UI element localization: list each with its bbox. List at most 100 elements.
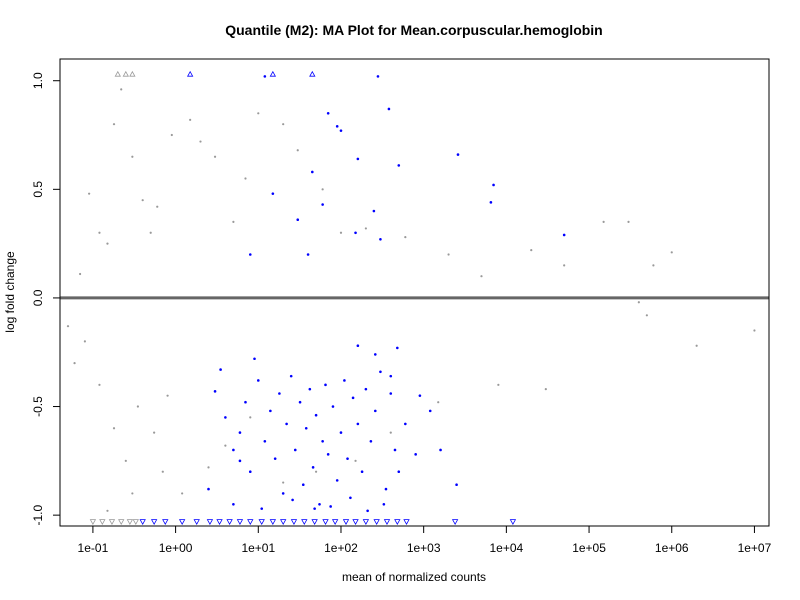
x-tick-label-7: 1e+06 xyxy=(655,541,689,555)
significant-point-41 xyxy=(314,413,318,417)
non-significant-point-27 xyxy=(321,188,324,191)
non-significant-point-22 xyxy=(232,220,235,224)
significant-point-68 xyxy=(389,374,393,378)
outlier-down-grey-point-5 xyxy=(132,519,139,525)
outlier-down-point-17 xyxy=(331,519,339,525)
significant-point-73 xyxy=(232,502,235,506)
outlier-down-point-7 xyxy=(226,519,233,525)
significant-point-3 xyxy=(387,107,391,111)
non-significant-point-0 xyxy=(66,325,70,328)
outlier-down-point-20 xyxy=(362,519,370,525)
significant-point-47 xyxy=(335,479,339,482)
significant-point-65 xyxy=(428,409,432,413)
outlier-up-grey-point-1 xyxy=(122,70,129,77)
significant-point-78 xyxy=(349,496,352,500)
non-significant-point-47 xyxy=(354,459,357,462)
y-tick-label-0: -1.0 xyxy=(31,504,45,525)
non-significant-point-32 xyxy=(480,275,483,278)
significant-point-16 xyxy=(379,237,382,241)
x-tick-label-1: 1e+00 xyxy=(159,541,193,555)
non-significant-point-51 xyxy=(224,444,227,447)
non-significant-point-52 xyxy=(207,466,210,469)
significant-point-14 xyxy=(271,192,275,195)
significant-point-79 xyxy=(366,509,369,513)
non-significant-point-31 xyxy=(447,253,450,256)
significant-point-0 xyxy=(263,75,267,78)
non-significant-point-24 xyxy=(257,112,260,115)
outlier-down-grey-point-3 xyxy=(118,519,125,525)
non-significant-point-34 xyxy=(563,264,566,267)
significant-point-76 xyxy=(313,507,316,510)
significant-point-29 xyxy=(269,409,272,413)
x-tick-label-3: 1e+02 xyxy=(324,541,358,555)
outlier-down-point-11 xyxy=(269,519,277,525)
significant-point-25 xyxy=(244,400,247,404)
significant-point-10 xyxy=(356,157,360,161)
significant-point-45 xyxy=(326,453,330,456)
significant-point-52 xyxy=(356,422,360,426)
x-tick-label-2: 1e+01 xyxy=(241,541,275,555)
non-significant-point-14 xyxy=(141,199,144,202)
non-significant-point-13 xyxy=(136,405,139,408)
non-significant-point-6 xyxy=(98,383,101,386)
significant-point-32 xyxy=(281,492,285,495)
significant-point-20 xyxy=(354,231,357,235)
significant-point-51 xyxy=(351,396,355,400)
x-axis-label: mean of normalized counts xyxy=(342,570,486,584)
significant-point-64 xyxy=(418,394,422,397)
outlier-down-point-2 xyxy=(162,519,169,525)
significant-point-8 xyxy=(489,201,493,204)
significant-point-59 xyxy=(389,392,393,395)
x-tick-label-0: 1e-01 xyxy=(78,541,109,555)
non-significant-point-9 xyxy=(112,427,116,430)
non-significant-point-54 xyxy=(166,394,169,397)
significant-point-18 xyxy=(248,253,252,256)
non-significant-point-55 xyxy=(131,492,134,495)
significant-point-49 xyxy=(343,379,346,382)
significant-point-46 xyxy=(331,405,335,408)
non-significant-point-26 xyxy=(296,149,299,152)
non-significant-point-8 xyxy=(112,123,116,126)
significant-point-22 xyxy=(224,416,227,419)
outlier-down-grey-point-2 xyxy=(108,519,116,525)
non-significant-point-43 xyxy=(544,388,547,391)
significant-point-37 xyxy=(301,483,305,487)
non-significant-point-25 xyxy=(282,123,285,126)
outlier-down-point-9 xyxy=(247,519,254,525)
non-significant-point-53 xyxy=(181,492,184,495)
outlier-up-point-1 xyxy=(269,70,277,77)
significant-point-48 xyxy=(339,431,343,434)
y-tick-label-2: 0.0 xyxy=(31,289,45,306)
non-significant-point-37 xyxy=(652,264,655,267)
x-tick-label-6: 1e+05 xyxy=(572,541,606,555)
outlier-down-point-13 xyxy=(290,519,298,525)
outlier-down-point-14 xyxy=(301,519,308,525)
significant-point-60 xyxy=(393,448,397,452)
non-significant-point-41 xyxy=(637,301,640,304)
outlier-down-point-23 xyxy=(394,519,401,525)
significant-point-55 xyxy=(369,439,373,443)
non-significant-point-20 xyxy=(199,140,202,143)
non-significant-point-36 xyxy=(627,220,630,224)
outlier-down-point-24 xyxy=(403,519,410,525)
significant-point-13 xyxy=(311,170,314,174)
significant-point-31 xyxy=(278,392,281,395)
significant-point-74 xyxy=(260,507,264,510)
significant-point-83 xyxy=(396,346,399,350)
significant-point-19 xyxy=(306,253,310,256)
non-significant-point-46 xyxy=(389,431,392,434)
non-significant-point-29 xyxy=(364,227,367,230)
outlier-down-point-6 xyxy=(216,519,223,525)
non-significant-point-10 xyxy=(120,88,123,91)
significant-point-56 xyxy=(373,409,377,413)
non-significant-point-33 xyxy=(530,249,533,252)
non-significant-point-19 xyxy=(189,118,192,121)
significant-point-67 xyxy=(439,448,442,452)
significant-point-33 xyxy=(285,422,288,426)
outlier-down-point-22 xyxy=(383,519,391,525)
significant-point-57 xyxy=(379,370,382,374)
non-significant-point-50 xyxy=(249,416,252,419)
significant-point-1 xyxy=(326,112,330,115)
significant-point-53 xyxy=(360,470,364,473)
significant-point-61 xyxy=(397,470,401,473)
